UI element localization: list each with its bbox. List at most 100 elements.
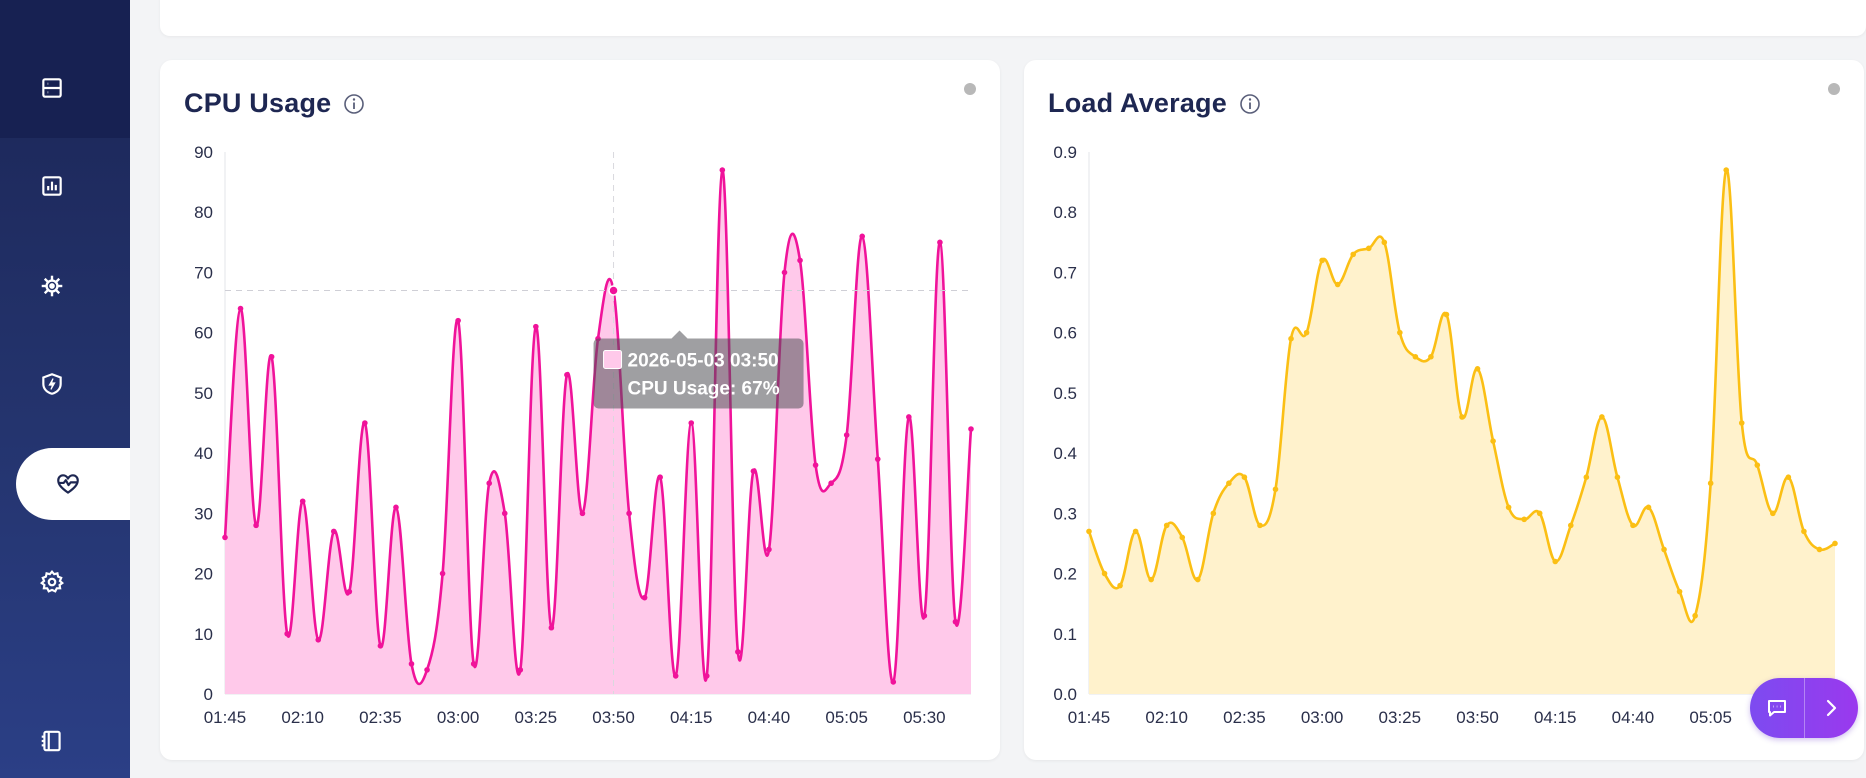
sidebar-item-health[interactable]	[16, 448, 130, 520]
cpu-data-point[interactable]	[579, 510, 586, 517]
cpu-data-point[interactable]	[890, 679, 897, 685]
cpu-data-point[interactable]	[874, 456, 881, 462]
cpu-data-point[interactable]	[486, 480, 493, 487]
cpu-data-point[interactable]	[937, 239, 943, 246]
cpu-data-point[interactable]	[859, 233, 866, 240]
cpu-data-point[interactable]	[299, 498, 306, 505]
load-data-point[interactable]	[1459, 414, 1465, 420]
cpu-data-point[interactable]	[688, 420, 695, 426]
load-data-point[interactable]	[1210, 510, 1217, 517]
load-data-point[interactable]	[1490, 438, 1496, 444]
load-data-point[interactable]	[1630, 522, 1636, 529]
load-data-point[interactable]	[1319, 257, 1325, 264]
cpu-data-point[interactable]	[626, 510, 632, 517]
sidebar-item-settings[interactable]	[0, 546, 130, 618]
load-data-point[interactable]	[1303, 329, 1310, 336]
cpu-data-point[interactable]	[797, 257, 803, 264]
load-data-point[interactable]	[1692, 612, 1698, 619]
load-data-point[interactable]	[1832, 540, 1838, 547]
cpu-data-point[interactable]	[501, 510, 508, 517]
cpu-data-point[interactable]	[408, 661, 415, 667]
load-data-point[interactable]	[1614, 474, 1621, 481]
cpu-data-point[interactable]	[222, 534, 228, 541]
cpu-data-point[interactable]	[843, 432, 850, 438]
cpu-data-point[interactable]	[362, 420, 368, 426]
cpu-data-point[interactable]	[703, 673, 710, 679]
cpu-data-point[interactable]	[564, 372, 570, 378]
cpu-data-point[interactable]	[377, 643, 384, 649]
cpu-data-point[interactable]	[284, 630, 290, 637]
cpu-data-point[interactable]	[828, 480, 834, 487]
cpu-data-point[interactable]	[735, 649, 741, 655]
cpu-data-point[interactable]	[533, 323, 539, 330]
cpu-data-point[interactable]	[812, 462, 819, 468]
load-data-point[interactable]	[1381, 239, 1388, 246]
chat-button[interactable]	[1750, 678, 1804, 738]
highlighted-data-point[interactable]	[608, 285, 619, 296]
cpu-usage-chart[interactable]: 0 10 20 30 40 50 60 70 80 90 01:45 02:10 02:35 03:00 0…	[160, 60, 1000, 760]
load-data-point[interactable]	[1086, 528, 1092, 535]
sidebar-item-collapse[interactable]	[0, 705, 130, 777]
sidebar-item-analytics[interactable]	[0, 150, 130, 222]
load-data-point[interactable]	[1738, 420, 1745, 426]
load-data-point[interactable]	[1132, 528, 1139, 535]
load-data-point[interactable]	[1567, 522, 1574, 529]
load-average-chart[interactable]: 0.0 0.1 0.2 0.3 0.4 0.5 0.6 0.7 0.8 0.9 01:45 02:10…	[1024, 60, 1864, 760]
cpu-data-point[interactable]	[766, 546, 772, 553]
cpu-data-point[interactable]	[641, 594, 648, 601]
cpu-data-point[interactable]	[315, 637, 322, 643]
load-data-point[interactable]	[1412, 353, 1419, 360]
load-data-point[interactable]	[1272, 486, 1279, 493]
load-data-point[interactable]	[1770, 510, 1776, 517]
load-data-point[interactable]	[1241, 474, 1248, 481]
load-data-point[interactable]	[1552, 558, 1559, 565]
load-data-point[interactable]	[1676, 588, 1683, 595]
sidebar-item-security[interactable]	[0, 348, 130, 420]
load-data-point[interactable]	[1707, 480, 1714, 487]
cpu-data-point[interactable]	[952, 618, 959, 625]
load-data-point[interactable]	[1194, 576, 1201, 583]
cpu-data-point[interactable]	[781, 269, 788, 276]
cpu-data-point[interactable]	[548, 624, 555, 631]
info-icon[interactable]	[343, 93, 365, 115]
load-data-point[interactable]	[1505, 504, 1512, 511]
cpu-data-point[interactable]	[346, 588, 353, 595]
load-data-point[interactable]	[1117, 582, 1123, 589]
cpu-data-point[interactable]	[906, 414, 912, 420]
load-data-point[interactable]	[1163, 522, 1170, 529]
cpu-data-point[interactable]	[330, 528, 337, 535]
load-data-point[interactable]	[1365, 245, 1372, 252]
cpu-data-point[interactable]	[672, 673, 679, 679]
load-data-point[interactable]	[1816, 546, 1823, 553]
cpu-data-point[interactable]	[424, 667, 430, 673]
cpu-data-point[interactable]	[968, 426, 974, 432]
load-data-point[interactable]	[1148, 576, 1154, 583]
cpu-data-point[interactable]	[470, 661, 477, 667]
cpu-data-point[interactable]	[750, 468, 757, 474]
load-data-point[interactable]	[1226, 480, 1232, 487]
load-data-point[interactable]	[1428, 353, 1434, 360]
cpu-data-point[interactable]	[719, 167, 726, 173]
load-data-point[interactable]	[1754, 462, 1761, 468]
load-data-point[interactable]	[1536, 510, 1543, 517]
load-data-point[interactable]	[1179, 534, 1186, 541]
cpu-data-point[interactable]	[439, 570, 446, 577]
load-data-point[interactable]	[1334, 281, 1341, 288]
cpu-data-point[interactable]	[237, 305, 244, 312]
load-data-point[interactable]	[1257, 522, 1263, 529]
load-data-point[interactable]	[1801, 528, 1807, 535]
load-data-point[interactable]	[1350, 251, 1357, 258]
load-data-point[interactable]	[1474, 366, 1481, 372]
load-data-point[interactable]	[1661, 546, 1667, 553]
sidebar-item-kubernetes[interactable]	[0, 250, 130, 322]
cpu-data-point[interactable]	[657, 474, 663, 481]
load-data-point[interactable]	[1521, 516, 1527, 523]
info-icon[interactable]	[1239, 93, 1261, 115]
load-data-point[interactable]	[1583, 474, 1590, 481]
expand-button[interactable]	[1804, 678, 1858, 738]
cpu-data-point[interactable]	[455, 317, 461, 324]
load-data-point[interactable]	[1397, 329, 1403, 336]
cpu-data-point[interactable]	[517, 667, 524, 673]
load-data-point[interactable]	[1599, 414, 1605, 420]
load-data-point[interactable]	[1101, 570, 1108, 577]
